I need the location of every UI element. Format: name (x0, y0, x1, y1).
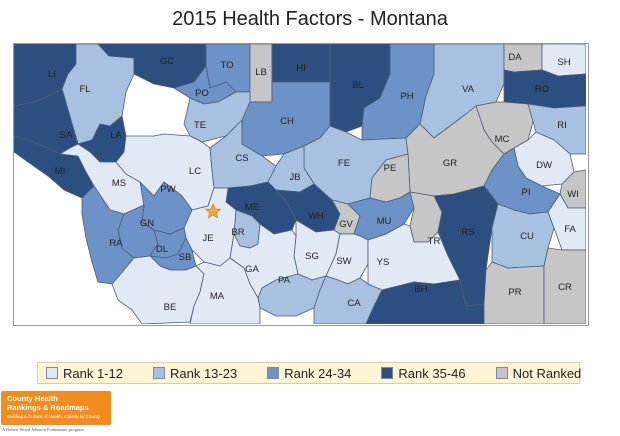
legend-swatch (495, 367, 508, 379)
county-label-cu: CU (520, 231, 534, 242)
county-label-gv: GV (339, 219, 353, 230)
county-label-ma: MA (210, 291, 225, 302)
county-label-cs: CS (235, 153, 248, 164)
county-health-rankings-logo: County Health Rankings & Roadmaps Buildi… (1, 391, 111, 425)
county-cr (543, 247, 586, 324)
county-label-wi: WI (567, 189, 579, 200)
county-label-sh: SH (557, 57, 570, 68)
county-fa (547, 193, 586, 251)
county-label-pr: PR (508, 287, 521, 298)
legend-item-rank-24-34: Rank 24-34 (267, 366, 351, 381)
county-label-ys: YS (377, 257, 390, 268)
legend-swatch (46, 367, 58, 379)
county-label-gr: GR (443, 158, 457, 169)
county-label-pe: PE (384, 163, 397, 174)
logo-text: County Health (7, 394, 58, 403)
county-label-sa: SA (60, 130, 73, 141)
county-label-hi: HI (296, 63, 306, 74)
legend-label: Not Ranked (512, 365, 582, 381)
legend-item-rank-1-12: Rank 1-12 (46, 366, 123, 381)
legend-swatch (267, 367, 280, 379)
county-label-tr: TR (428, 236, 441, 247)
county-label-rs: RS (461, 227, 474, 238)
county-label-fe: FE (338, 158, 350, 169)
legend-swatch (152, 367, 165, 379)
logo-tagline: Building a Culture of Health, County by … (7, 414, 101, 419)
legend-item-rank-35-46: Rank 35-46 (381, 365, 466, 381)
county-label-ra: RA (109, 238, 123, 249)
county-label-ch: CH (280, 116, 294, 127)
legend-label: Rank 13-23 (169, 365, 238, 381)
county-label-to: TO (220, 60, 233, 71)
county-label-jb: JB (289, 172, 300, 183)
capital-star-icon (204, 203, 222, 219)
county-label-sb: SB (179, 252, 192, 263)
county-label-mc: MC (495, 134, 510, 145)
county-label-dw: DW (536, 160, 552, 171)
county-label-po: PO (195, 88, 209, 99)
county-label-pa: PA (278, 275, 291, 286)
county-label-ph: PH (400, 91, 413, 102)
county-label-je: JE (202, 233, 213, 244)
county-label-me: ME (245, 202, 259, 213)
county-label-gn: GN (140, 218, 154, 229)
county-ma (189, 257, 261, 324)
county-label-ro: RO (535, 84, 549, 95)
legend-label: Rank 35-46 (398, 365, 466, 381)
county-label-be: BE (164, 302, 177, 313)
county-pr (483, 261, 545, 324)
county-label-ca: CA (347, 298, 361, 309)
legend-item-rank-13-23: Rank 13-23 (152, 365, 238, 381)
county-label-fl: FL (79, 84, 90, 95)
county-label-bl: BL (352, 80, 364, 91)
footer-credit: A Robert Wood Johnson Foundation program (2, 427, 84, 432)
county-label-pw: PW (160, 184, 175, 195)
legend-label: Rank 24-34 (284, 365, 352, 381)
county-label-dl: DL (156, 244, 168, 255)
county-label-wh: WH (308, 211, 324, 222)
county-ro (503, 69, 586, 109)
county-label-fa: FA (564, 224, 576, 235)
county-label-bh: BH (414, 284, 427, 295)
county-label-br: BR (231, 227, 244, 238)
logo-text: Rankings & Roadmaps (7, 403, 89, 412)
montana-county-map: LI FL GC TO LB HI BL PH VA DA SH RO PO SA LA TE CH MC RI MI… (14, 44, 586, 324)
county-label-va: VA (462, 84, 475, 95)
county-label-cr: CR (558, 282, 572, 293)
county-label-li: LI (48, 69, 56, 80)
county-label-te: TE (194, 120, 206, 131)
legend: Rank 1-12 Rank 13-23 Rank 24-34 Rank 35-… (37, 362, 582, 384)
legend-swatch (381, 367, 394, 379)
legend-item-not-ranked: Not Ranked (495, 365, 582, 381)
county-label-gc: GC (160, 56, 174, 67)
legend-label: Rank 1-12 (63, 365, 123, 381)
county-label-sg: SG (305, 251, 319, 262)
county-label-sw: SW (336, 256, 351, 267)
county-label-mu: MU (377, 216, 392, 227)
county-label-la: LA (110, 130, 122, 141)
county-label-lb: LB (255, 67, 267, 78)
county-bh (365, 279, 485, 324)
county-label-lc: LC (189, 166, 201, 177)
county-ca (313, 275, 383, 324)
county-label-pi: PI (522, 187, 531, 198)
county-label-ri: RI (557, 120, 567, 131)
county-label-ms: MS (112, 178, 126, 189)
county-label-da: DA (508, 52, 522, 63)
map-title: 2015 Health Factors - Montana (172, 8, 448, 30)
county-label-ga: GA (245, 264, 259, 275)
county-label-mi: MI (55, 166, 66, 177)
